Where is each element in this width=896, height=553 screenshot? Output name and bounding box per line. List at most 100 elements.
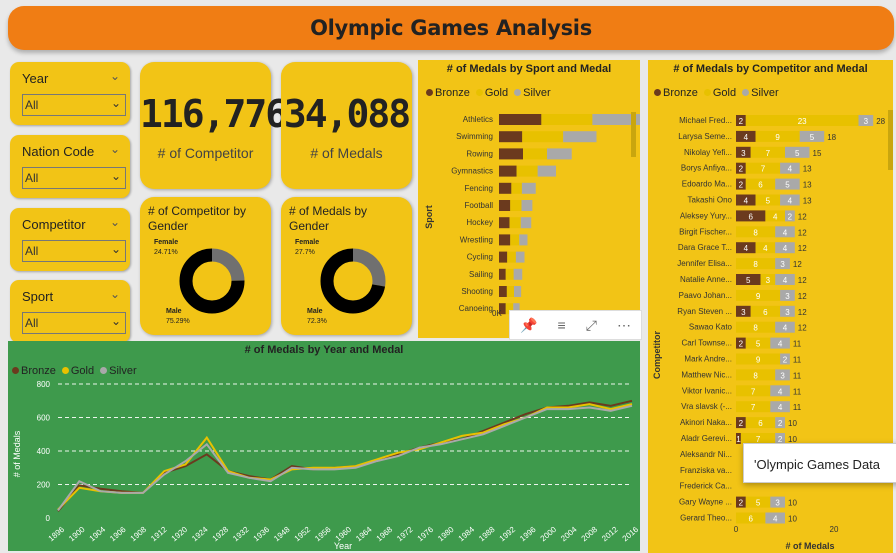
slice-label: Female [154,239,178,246]
data-label: 4 [763,244,768,253]
bar-gold [740,433,776,444]
bar-bronze [736,496,746,508]
bar-bronze [736,305,751,317]
x-axis-title: # of Medals [785,541,834,551]
bar-silver [592,114,640,125]
chevron-down-icon: ⌄ [109,287,120,301]
data-label: 2 [778,419,783,428]
total-label: 12 [798,292,807,301]
data-label: 4 [778,340,783,349]
chart-title: # of Competitor by Gender [148,204,247,233]
category-label: Larysa Seme... [678,132,732,141]
donut-slice-male [320,248,386,314]
bar-gold [510,234,520,246]
data-label: 4 [788,197,793,206]
category-label: Nikolay Yefi... [684,148,732,157]
category-label: Paavo Johan... [679,291,732,300]
slicer-dropdown[interactable]: All ⌄ [22,94,126,116]
data-label: 5 [756,340,761,349]
category-label: Swimming [456,132,493,141]
total-label: 11 [793,340,802,349]
category-label: Franziska va... [680,466,732,475]
x-tick-label: 2004 [559,525,579,544]
total-label: 10 [788,499,797,508]
data-label: 3 [785,292,790,301]
bar-silver [799,130,825,142]
bar-bronze [736,115,746,126]
slicer-dropdown[interactable]: All ⌄ [22,240,126,262]
bar-silver [785,146,810,158]
pin-icon[interactable]: 📌 [520,316,538,333]
x-tick-label: 1968 [375,525,395,544]
slicer-nation-code[interactable]: Nation Code ⌄ All ⌄ [10,135,130,198]
data-label: 7 [761,165,766,174]
data-label: 3 [741,308,746,317]
x-tick-label: 1976 [416,525,436,544]
bar-silver [563,131,597,143]
x-tick-label: 1956 [313,525,333,544]
bar-bronze [736,274,761,285]
category-label: Edoardo Ma... [682,180,732,189]
x-tick-label: 1996 [518,525,538,544]
data-label: 4 [788,165,793,174]
bar-gold [507,251,516,263]
x-tick-label: 1920 [170,525,190,544]
more-options-icon[interactable]: ⋯ [616,316,631,333]
total-label: 12 [798,244,807,253]
bar-silver [770,385,790,397]
bar-silver [547,148,572,160]
bar-gold [736,385,771,397]
bar-silver [515,251,525,263]
chart-title: # of Medals by Year and Medal [244,344,404,356]
slicer-dropdown[interactable]: All ⌄ [22,312,126,334]
bar-bronze [736,417,746,429]
bar-gold [760,274,776,285]
slicer-dropdown[interactable]: All ⌄ [22,167,126,189]
bar-silver [780,194,800,206]
category-label: Akinori Naka... [680,418,732,427]
x-tick-label: 1924 [190,525,210,544]
data-label: 27.7% [295,249,315,256]
x-tick-label: 1928 [211,525,231,544]
bar-gold [510,200,522,211]
bar-silver [775,417,785,429]
focus-mode-icon[interactable]: ⤢ [585,316,597,333]
sport-bar-chart: Athletics Swimming Rowing Gymnastics Fencing… [424,112,640,318]
data-label: 6 [758,419,763,428]
bar-silver [537,165,556,177]
data-label: 2 [739,499,744,508]
chart-title: # of Medals by Sport and Medal [446,63,612,75]
chevron-down-icon: ⌄ [110,169,121,183]
data-label: 2 [739,340,744,349]
bar-silver [780,162,800,174]
bar-bronze [736,194,756,206]
legend-gold: Gold [475,87,508,99]
data-label: 4 [773,212,778,221]
bar-bronze [499,234,511,246]
bar-bronze [736,242,756,254]
data-label: 5 [766,197,771,206]
slicer-sport[interactable]: Sport ⌄ All ⌄ [10,280,130,343]
filter-icon[interactable]: ≡ [557,317,566,333]
category-label: Athletics [463,115,493,124]
total-label: 28 [876,117,885,126]
category-label: Natalie Anne... [680,275,732,284]
bar-gold [736,321,776,333]
x-tick-label: 1980 [436,525,456,544]
donut-slice-male [179,248,245,314]
donut-card-medal-gender: # of Medals by Gender Female 27.7% Male 72.… [281,197,412,335]
bar-gold [750,305,781,317]
category-label: Frederick Ca... [680,482,732,491]
slicer-year[interactable]: Year ⌄ All ⌄ [10,62,130,125]
bar-silver [775,321,795,333]
bar-gold [736,512,766,524]
bar-silver [520,217,532,229]
slicer-competitor[interactable]: Competitor ⌄ All ⌄ [10,208,130,271]
x-tick-label: 20 [830,525,839,534]
x-tick-label: 1906 [108,525,128,544]
bar-silver [775,369,790,381]
bar-bronze [499,148,523,160]
bar-gold [745,178,776,190]
bar-silver [858,115,874,126]
category-label: Aladr Gerevi... [681,434,732,443]
